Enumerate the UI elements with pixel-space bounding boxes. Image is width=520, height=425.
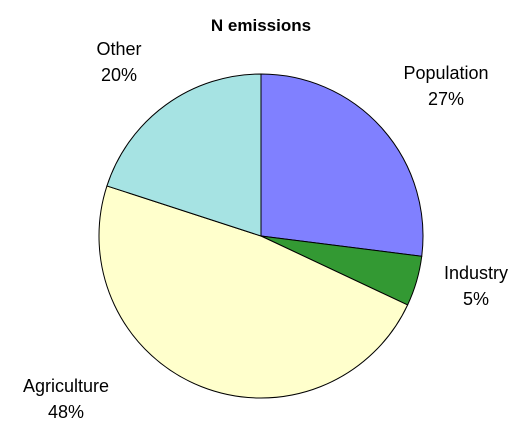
slice-label-other: Other	[96, 39, 141, 59]
pie-slice-population	[260, 73, 424, 257]
slice-value-industry: 5%	[463, 289, 489, 309]
slice-label-agriculture: Agriculture	[23, 376, 109, 396]
pie-slice-other	[106, 73, 262, 237]
pie-slice-agriculture	[98, 185, 409, 399]
slice-label-population: Population	[403, 63, 488, 83]
pie-slices	[98, 73, 424, 399]
slice-label-industry: Industry	[444, 263, 508, 283]
chart-title: N emissions	[211, 16, 311, 35]
slice-value-agriculture: 48%	[48, 402, 84, 422]
slice-value-other: 20%	[101, 65, 137, 85]
slice-value-population: 27%	[428, 89, 464, 109]
pie-labels: Population 27% Industry 5% Agriculture 48% Oth…	[23, 39, 508, 422]
